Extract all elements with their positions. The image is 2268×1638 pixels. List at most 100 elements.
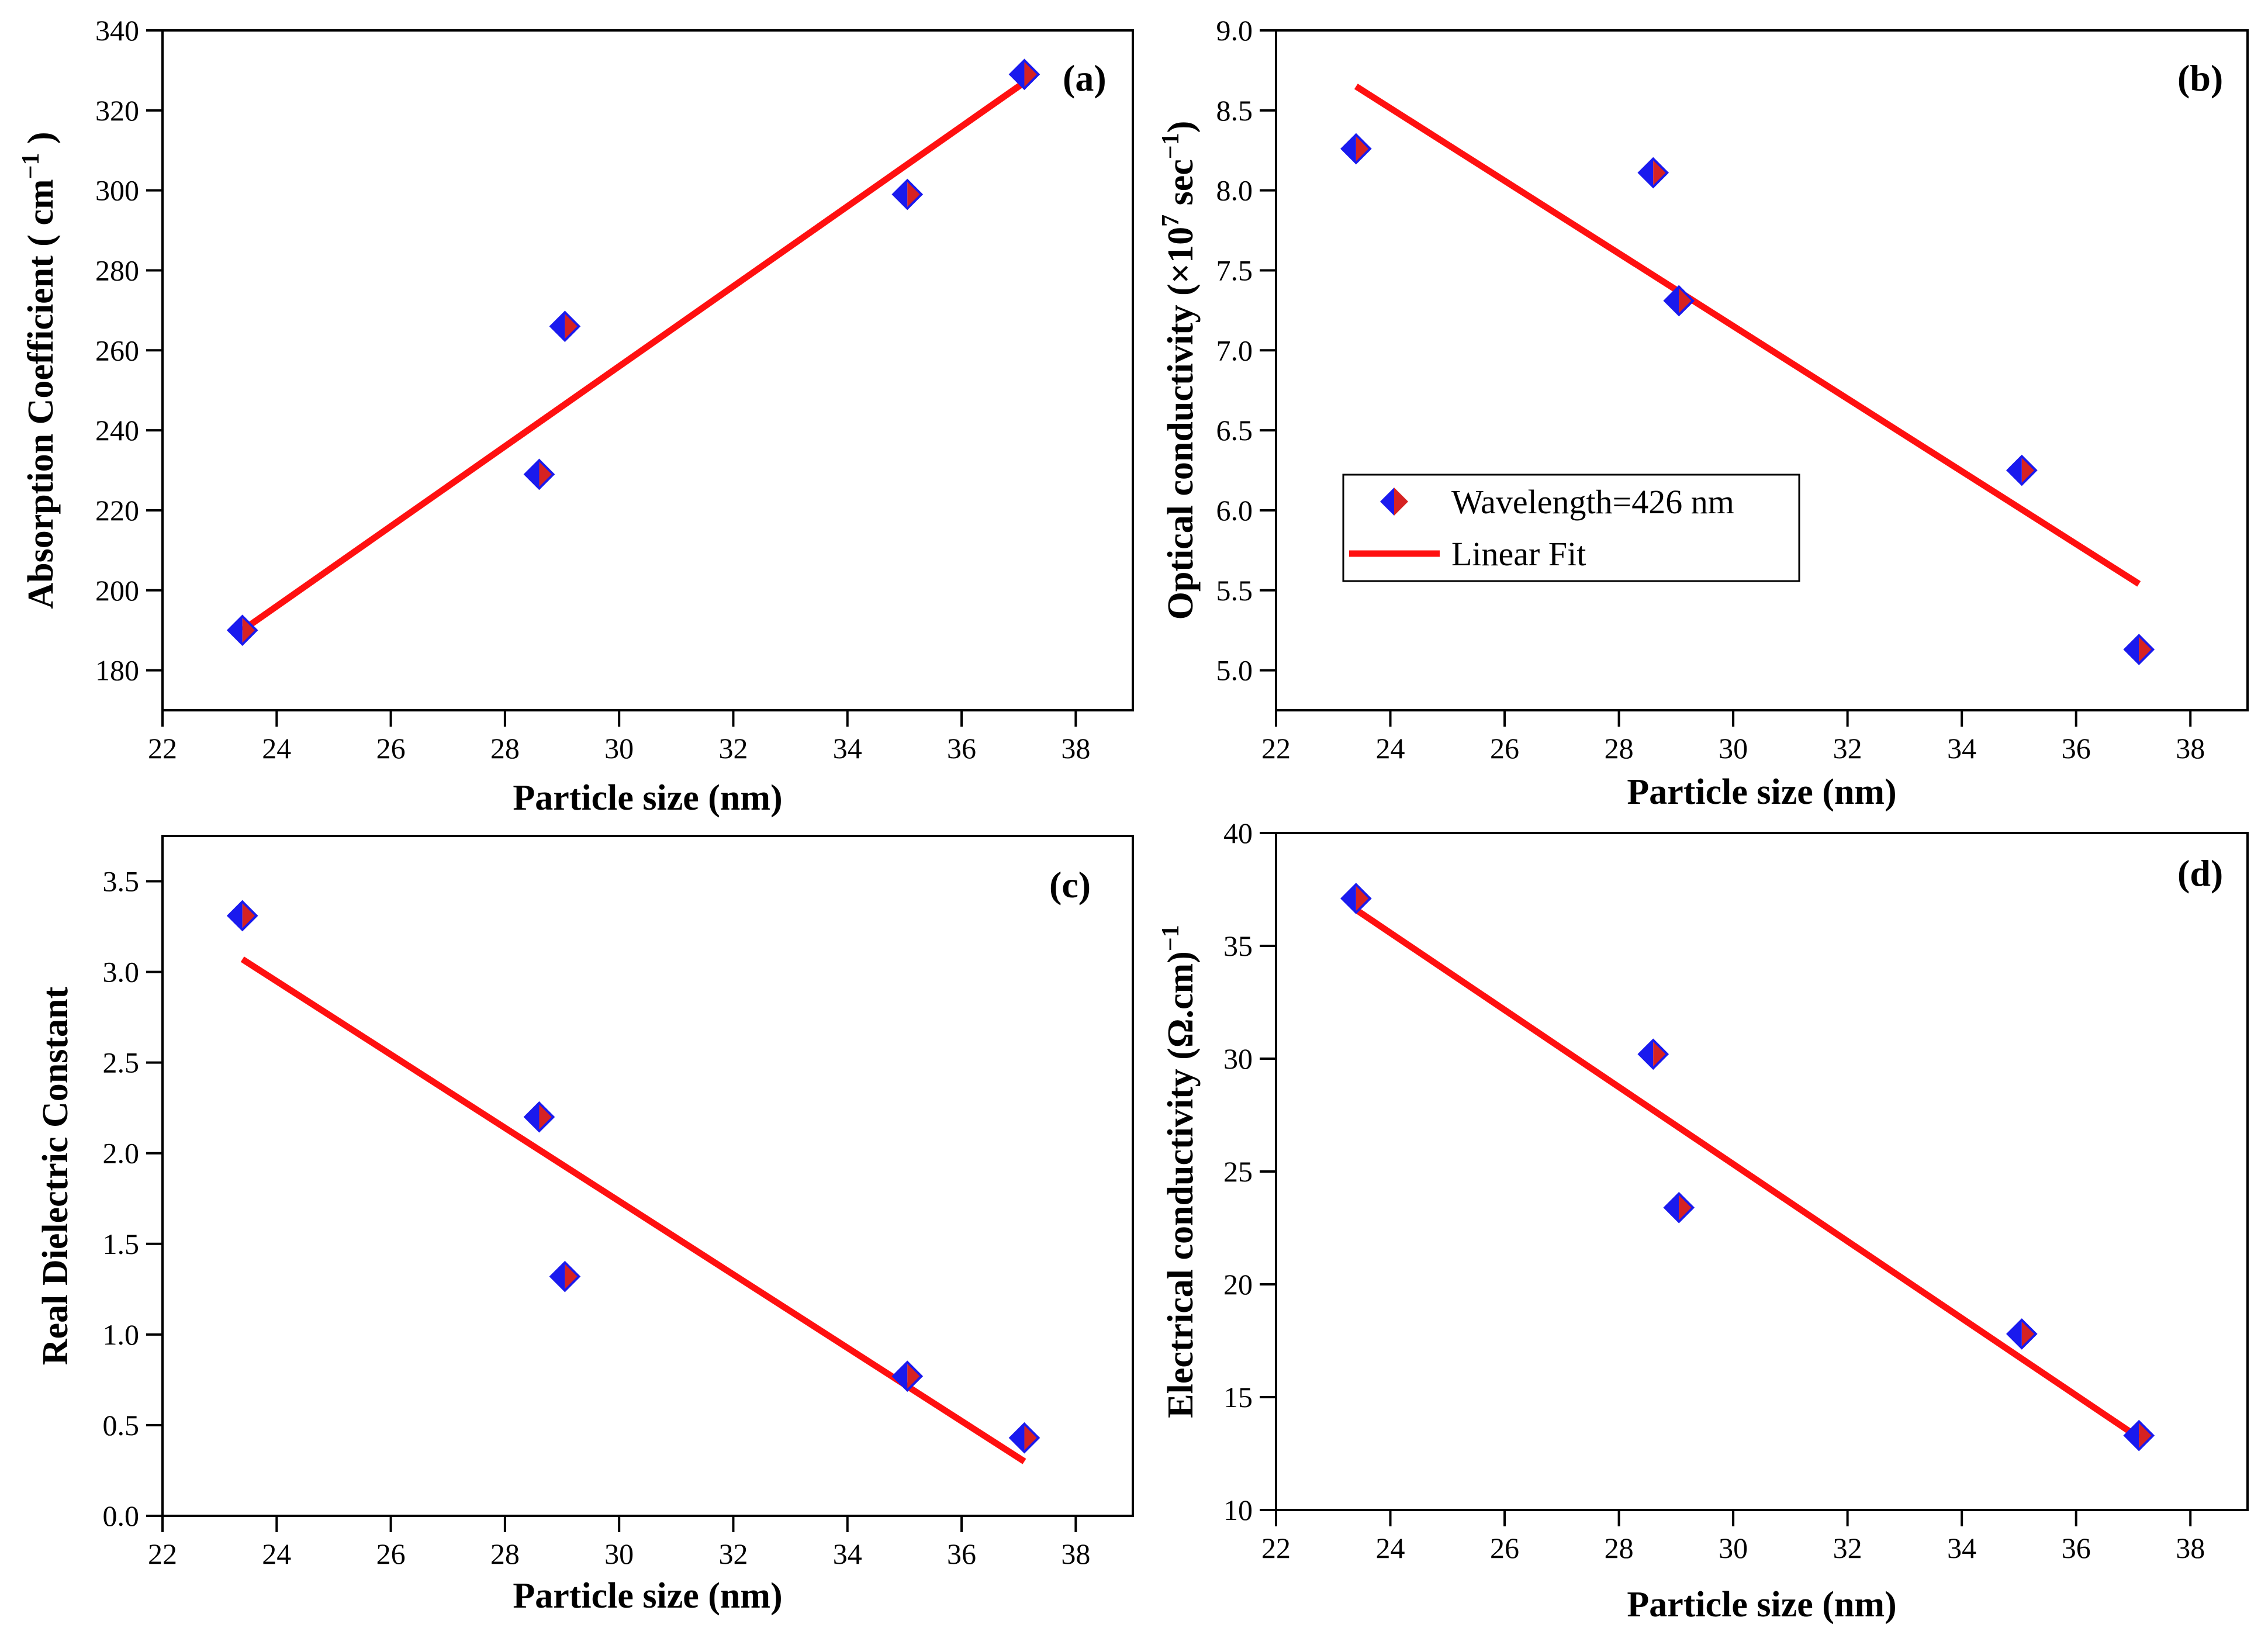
y-tick-label: 9.0 (1216, 14, 1253, 47)
panel-tag: (c) (1049, 864, 1091, 906)
panel-a: 22 24 26 28 30 32 34 36 38 180 200 220 240 260 280 300 3… (18, 14, 1134, 818)
x-tick-label: 34 (833, 732, 862, 765)
data-point (226, 900, 258, 932)
x-tick-label: 34 (833, 1537, 862, 1570)
linear-fit-line (1354, 84, 2141, 587)
x-tick-label: 26 (1490, 732, 1519, 765)
y-tick-label: 0.5 (103, 1409, 140, 1442)
data-point (2006, 454, 2038, 486)
x-tick-label: 34 (1947, 732, 1976, 765)
data-point (549, 310, 581, 343)
x-axis-title: Particle size (nm) (1627, 772, 1896, 812)
legend-box (1342, 474, 1800, 582)
x-tick-label: 36 (2062, 732, 2091, 765)
y-tick-label: 2.5 (103, 1046, 140, 1079)
x-tick-label: 24 (1376, 732, 1405, 765)
y-axis-title: Electrical conductivity (Ω.cm)−1 (1157, 925, 1201, 1418)
y-tick-label: 5.5 (1216, 574, 1253, 607)
y-tick-label: 25 (1223, 1155, 1253, 1188)
y-tick-label: 10 (1223, 1494, 1253, 1526)
x-tick-label: 22 (1261, 1532, 1291, 1564)
y-tick-label: 180 (95, 654, 139, 687)
legend-scatter-label: Wavelength=426 nm (1451, 483, 1734, 521)
x-tick-label: 26 (376, 1537, 406, 1570)
plot-frame (1275, 832, 2249, 1511)
panel-b: 22 24 26 28 30 32 34 36 38 5.0 5.5 6.0 6.5 7.0 7.5 8.0 8… (1157, 14, 2249, 812)
data-point (2006, 1318, 2038, 1350)
x-tick-label: 36 (2062, 1532, 2091, 1564)
x-tick-label: 26 (376, 732, 406, 765)
y-axis-title: Real Dielectric Constant (36, 986, 75, 1365)
y-tick-label: 15 (1223, 1381, 1253, 1414)
x-axis-title: Particle size (nm) (513, 1576, 782, 1616)
y-tick-label: 3.5 (103, 865, 140, 898)
panel-tag: (a) (1063, 57, 1107, 99)
data-point (2123, 634, 2155, 665)
linear-fit-line (1354, 907, 2141, 1441)
data-point (1340, 133, 1372, 165)
x-tick-label: 30 (604, 1537, 634, 1570)
x-tick-label: 22 (1261, 732, 1291, 765)
data-point (1663, 1191, 1695, 1224)
x-tick-label: 28 (1605, 732, 1634, 765)
plot-frame (1275, 29, 2249, 711)
y-tick-label: 7.0 (1216, 334, 1253, 367)
y-tick-label: 20 (1223, 1268, 1253, 1301)
y-tick-label: 1.5 (103, 1228, 140, 1260)
y-tick-label: 220 (95, 494, 139, 527)
x-tick-label: 26 (1490, 1532, 1519, 1564)
linear-fit-line (240, 80, 1026, 633)
y-tick-label: 320 (95, 94, 139, 127)
x-tick-label: 28 (490, 732, 520, 765)
x-tick-label: 30 (1719, 732, 1748, 765)
panel-c: 22 24 26 28 30 32 34 36 38 0.0 0.5 1.0 1.5 2.0 2.5 3.0 3… (36, 835, 1134, 1616)
data-point (1008, 58, 1040, 91)
y-axis-title: Absorption Coefficient ( cm−1 ) (18, 132, 61, 609)
data-point (226, 614, 258, 647)
plot-frame (161, 835, 1134, 1517)
x-tick-label: 22 (148, 1537, 177, 1570)
plot-frame (161, 29, 1134, 711)
y-tick-label: 3.0 (103, 956, 140, 989)
x-tick-label: 28 (1605, 1532, 1634, 1564)
data-point (1663, 285, 1695, 317)
y-tick-label: 40 (1223, 817, 1253, 849)
panel-tag: (d) (2177, 852, 2223, 894)
y-tick-label: 300 (95, 174, 139, 207)
y-tick-label: 8.5 (1216, 94, 1253, 127)
y-tick-label: 280 (95, 254, 139, 286)
x-tick-label: 34 (1947, 1532, 1976, 1564)
x-tick-label: 32 (1833, 1532, 1862, 1564)
data-point (1637, 1038, 1669, 1070)
y-tick-label: 200 (95, 574, 139, 607)
y-tick-label: 5.0 (1216, 654, 1253, 687)
y-axis-title: Optical conductivity (×107 sec−1) (1157, 121, 1201, 620)
data-point (891, 178, 924, 210)
y-tick-label: 240 (95, 414, 139, 447)
x-tick-label: 38 (1061, 1537, 1090, 1570)
y-tick-label: 2.0 (103, 1137, 140, 1170)
data-point (1340, 883, 1372, 914)
x-tick-label: 38 (1061, 732, 1090, 765)
y-tick-label: 7.5 (1216, 254, 1253, 286)
x-tick-label: 28 (490, 1537, 520, 1570)
y-tick-label: 340 (95, 14, 139, 47)
x-axis-title: Particle size (nm) (1627, 1585, 1896, 1625)
y-tick-label: 8.0 (1216, 174, 1253, 207)
x-tick-label: 24 (262, 1537, 291, 1570)
x-tick-label: 38 (2176, 1532, 2205, 1564)
data-point (891, 1360, 924, 1392)
legend-marker (1380, 488, 1408, 516)
x-tick-label: 30 (604, 732, 634, 765)
y-tick-label: 6.0 (1216, 494, 1253, 527)
x-tick-label: 36 (947, 732, 976, 765)
x-tick-label: 38 (2176, 732, 2205, 765)
y-tick-label: 0.0 (103, 1499, 140, 1532)
x-tick-label: 24 (1376, 1532, 1405, 1564)
y-tick-label: 6.5 (1216, 414, 1253, 447)
x-tick-label: 32 (718, 1537, 748, 1570)
legend: Wavelength=426 nm Linear Fit (1342, 474, 1800, 582)
x-tick-label: 36 (947, 1537, 976, 1570)
data-point (1637, 157, 1669, 189)
